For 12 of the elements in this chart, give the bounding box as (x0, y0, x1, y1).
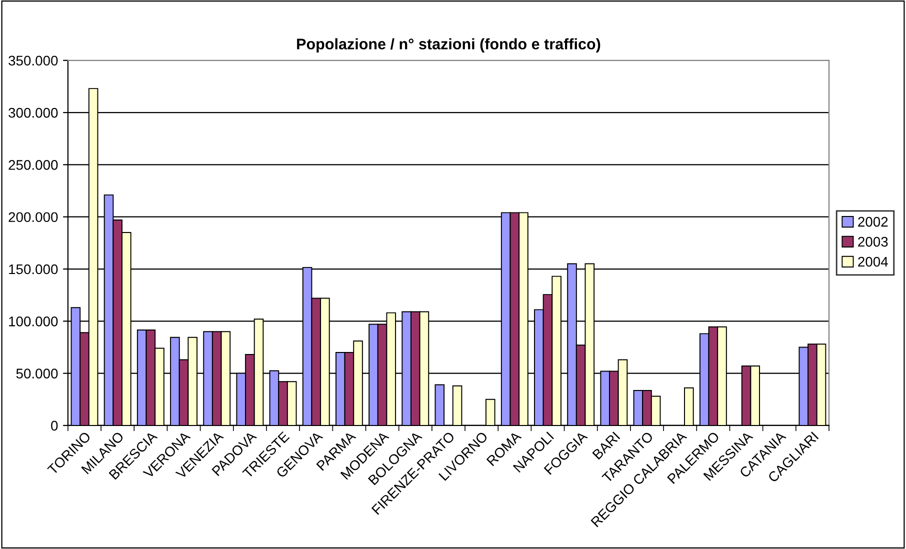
y-tick-label: 300.000 (8, 108, 58, 118)
y-tick-label: 150.000 (9, 264, 58, 274)
chart-title: Popolazione / n° stazioni (fondo e traffico) (297, 38, 600, 52)
y-tick-label: 0 (51, 420, 58, 431)
y-tick-label: 250.000 (8, 160, 58, 170)
y-tick-label: 350.000 (8, 56, 58, 66)
y-tick-label: 50.000 (16, 368, 58, 378)
legend-label: 2003 (858, 236, 888, 247)
y-tick-label: 100.000 (9, 316, 58, 326)
legend-label: 2002 (858, 216, 888, 227)
y-tick-label: 200.000 (8, 212, 58, 222)
legend-label: 2004 (858, 256, 888, 267)
